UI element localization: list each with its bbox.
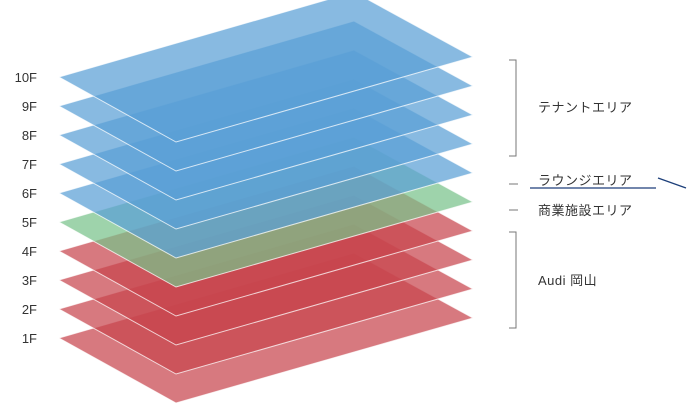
floor-layer-10f [57, 0, 475, 143]
floor-layers [57, 0, 475, 404]
floor-label-2f: 2F [22, 302, 37, 317]
tenant-area-label: テナントエリア [538, 100, 633, 115]
floor-label-1f: 1F [22, 331, 37, 346]
audi-area-label: Audi 岡山 [538, 273, 597, 288]
lounge-area-label: ラウンジエリア [538, 173, 633, 188]
commercial-area-label: 商業施設エリア [538, 203, 633, 218]
floor-label-9f: 9F [22, 99, 37, 114]
audi-area-bracket [509, 231, 517, 329]
floor-labels: 1F 2F 3F 4F 5F 6F 7F 8F 9F 10F [15, 70, 37, 346]
floor-label-7f: 7F [22, 157, 37, 172]
floor-label-10f: 10F [15, 70, 37, 85]
tenant-area-bracket [509, 59, 517, 157]
floor-label-4f: 4F [22, 244, 37, 259]
floor-label-3f: 3F [22, 273, 37, 288]
lounge-pointer-tail [657, 177, 687, 189]
floor-label-6f: 6F [22, 186, 37, 201]
floor-label-8f: 8F [22, 128, 37, 143]
floor-label-5f: 5F [22, 215, 37, 230]
